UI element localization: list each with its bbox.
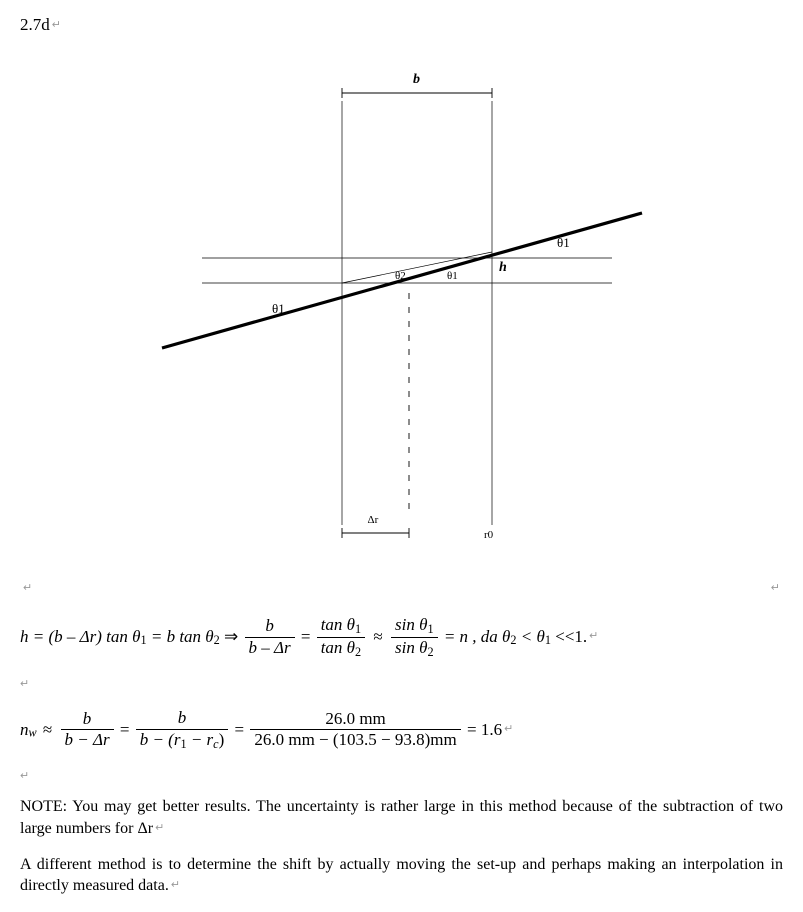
return-glyph: ↵	[502, 723, 513, 735]
diagram-container: b Δr r0 θ1 θ1 θ2 θ1 h	[20, 43, 783, 568]
eq2-frac1: b b − Δr	[61, 709, 114, 751]
eq1-frac2: tan θ1 tan θ2	[317, 615, 365, 659]
refraction-diagram: b Δr r0 θ1 θ1 θ2 θ1 h	[122, 43, 682, 563]
equation-2: nw ≈ b b − Δr = b b − (r1 − rc) = 26.0 m…	[20, 708, 783, 751]
svg-text:b: b	[413, 72, 420, 87]
svg-text:θ1: θ1	[447, 270, 458, 282]
eq2-frac3: 26.0 mm 26.0 mm − (103.5 − 93.8)mm	[250, 709, 460, 751]
section-header: 2.7d↵	[20, 15, 783, 35]
ret-line-3: ↵	[20, 769, 783, 782]
return-glyph: ↵	[153, 822, 164, 834]
note-1: NOTE: You may get better results. The un…	[20, 796, 783, 839]
section-number: 2.7d	[20, 15, 50, 34]
svg-text:θ1: θ1	[557, 235, 570, 250]
ret-line-2: ↵	[20, 677, 783, 690]
eq1-lhs: h = (b – Δr) tan θ	[20, 627, 140, 647]
eq2-frac2: b b − (r1 − rc)	[136, 708, 229, 751]
ret-row-1: ↵ ↵	[20, 578, 783, 597]
eq1-frac1: b b – Δr	[245, 616, 295, 658]
note-2: A different method is to determine the s…	[20, 854, 783, 897]
return-glyph: ↵	[587, 630, 598, 642]
svg-text:r0: r0	[484, 529, 494, 541]
return-glyph: ↵	[50, 19, 61, 31]
svg-text:θ1: θ1	[272, 301, 285, 316]
svg-text:Δr: Δr	[367, 514, 378, 526]
equation-1: h = (b – Δr) tan θ1 = b tan θ2 ⇒ b b – Δ…	[20, 615, 783, 659]
svg-text:h: h	[499, 260, 507, 275]
eq1-frac3: sin θ1 sin θ2	[391, 615, 438, 659]
svg-text:θ2: θ2	[395, 270, 406, 282]
return-glyph: ↵	[169, 879, 180, 891]
